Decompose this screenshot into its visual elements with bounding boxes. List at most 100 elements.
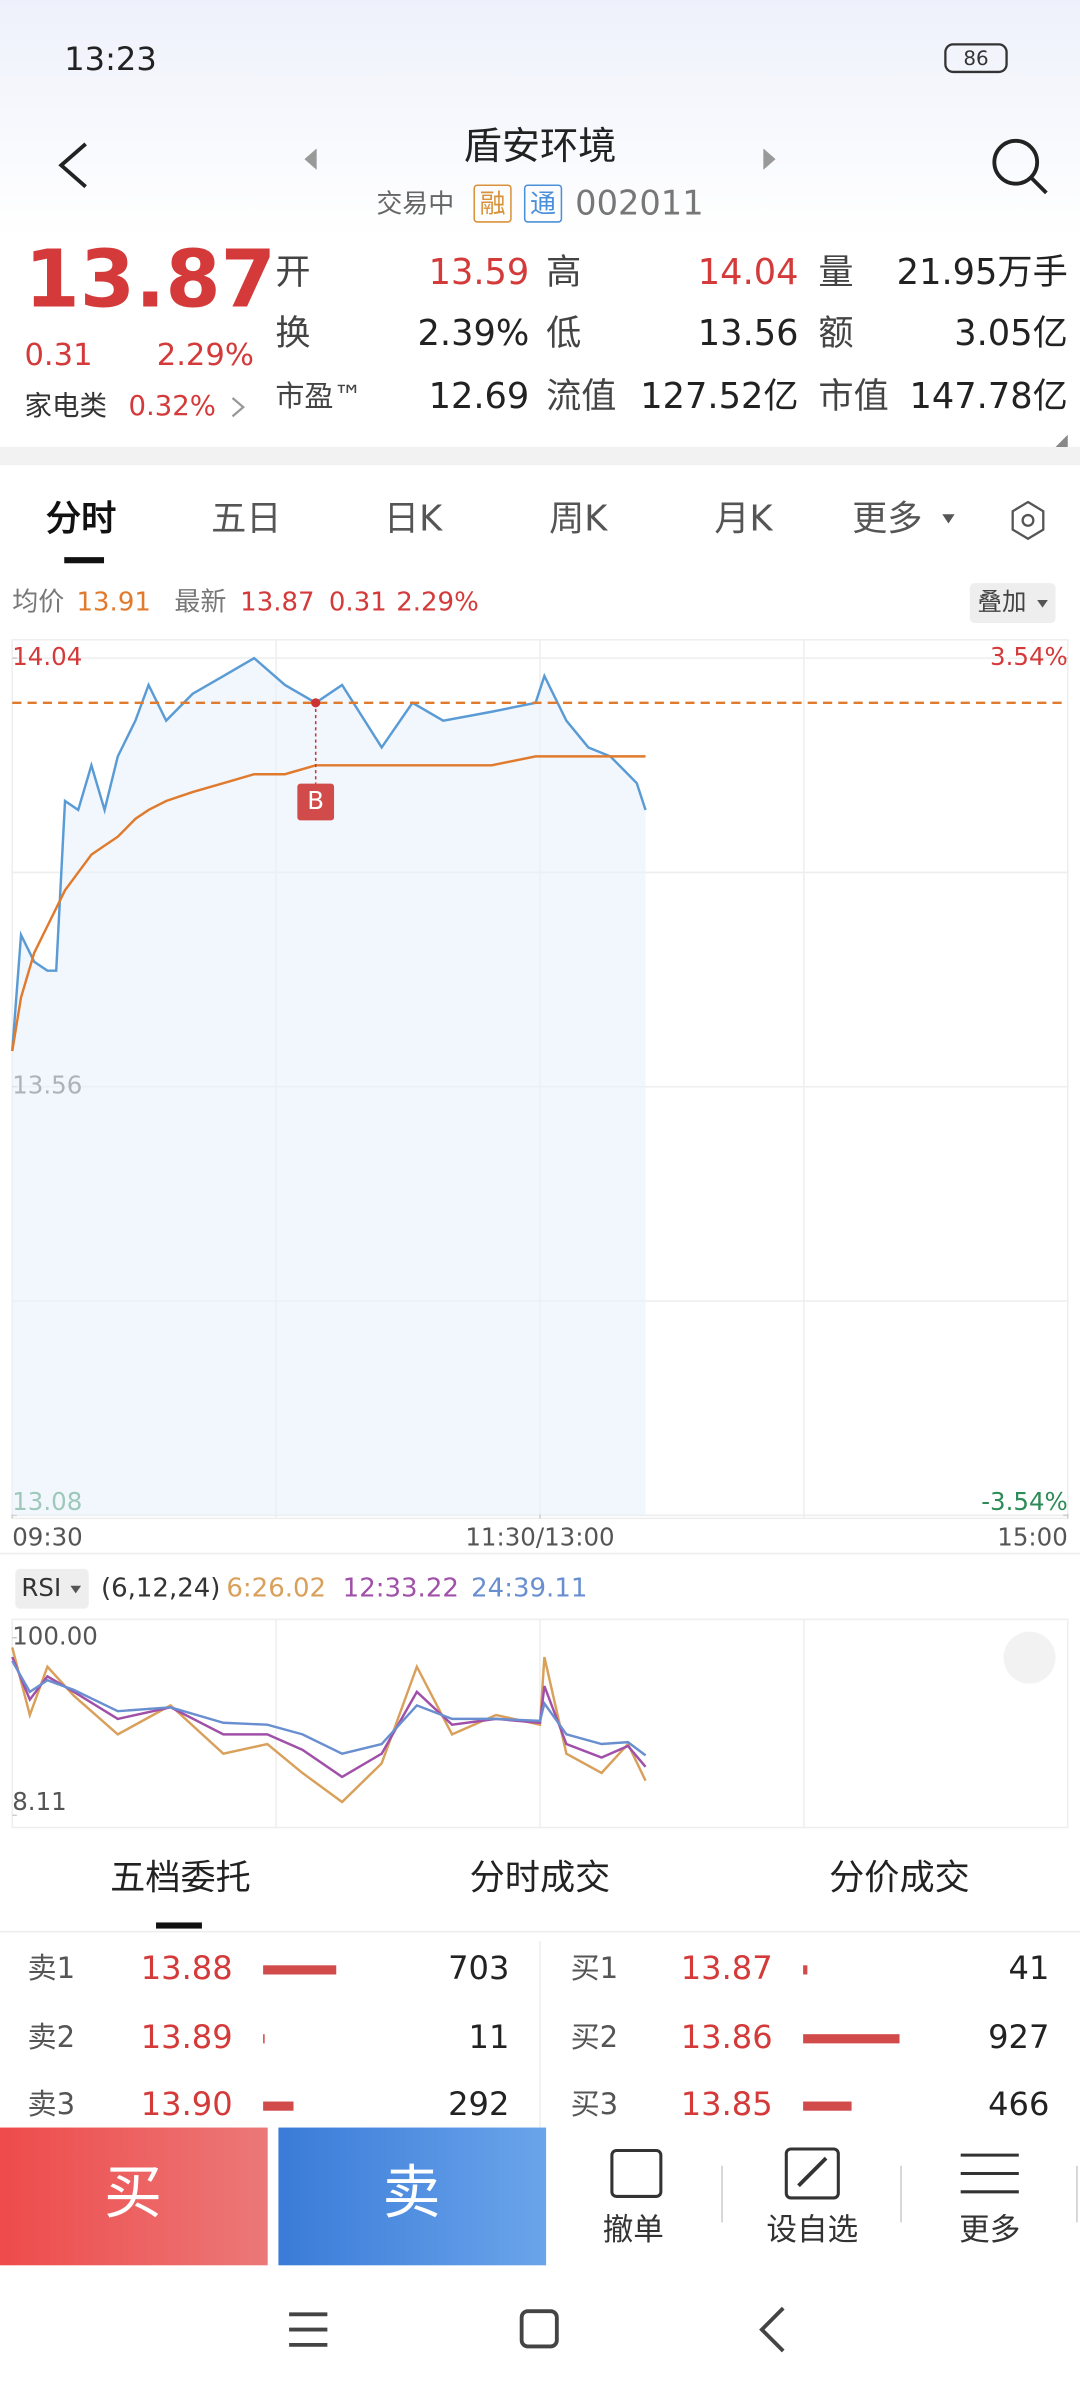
series-line bbox=[11, 755, 646, 1052]
fullscreen-button[interactable] bbox=[1003, 1631, 1056, 1684]
tab[interactable]: 更多 bbox=[852, 498, 922, 539]
watchlist-icon[interactable] bbox=[784, 2147, 840, 2200]
y2-tick-label: -3.54% bbox=[981, 1487, 1068, 1516]
field-label: 换 bbox=[275, 313, 310, 354]
sector-arrow[interactable] bbox=[231, 397, 245, 418]
sell-label[interactable]: 卖 bbox=[382, 2159, 440, 2227]
volume-bar bbox=[263, 1965, 337, 1975]
sell-button[interactable] bbox=[278, 2127, 547, 2266]
y-tick-label: 14.04 bbox=[12, 642, 82, 671]
stock-name: 盾安环境 bbox=[464, 124, 617, 169]
marker-dot bbox=[311, 698, 321, 708]
x-tick-label: 11:30/13:00 bbox=[465, 1522, 614, 1551]
book-label: 卖2 bbox=[28, 2020, 76, 2054]
field-value: 147.78亿 bbox=[909, 376, 1067, 417]
legend-value: 13.91 bbox=[76, 588, 150, 618]
orderbook-tab[interactable]: 分时成交 bbox=[470, 1858, 611, 1899]
field-label: 流值 bbox=[546, 376, 616, 417]
y-tick-label: 8.11 bbox=[12, 1787, 66, 1816]
volume-bar bbox=[803, 2034, 900, 2044]
toolbar-dividers bbox=[721, 2165, 1078, 2223]
change: 0.31 bbox=[24, 338, 92, 373]
tool-label[interactable]: 更多 bbox=[959, 2213, 1020, 2248]
badge bbox=[473, 184, 512, 223]
field-label: 市盈™ bbox=[275, 379, 362, 413]
field-value: 21.95万手 bbox=[897, 252, 1068, 293]
stock-code: 002011 bbox=[575, 184, 703, 223]
y2-tick-label: 3.54% bbox=[990, 642, 1068, 671]
indicator-params: (6,12,24) bbox=[101, 1573, 220, 1603]
rsi-line bbox=[11, 1647, 647, 1804]
book-volume: 292 bbox=[448, 2085, 509, 2123]
more-icon[interactable] bbox=[960, 2153, 1019, 2194]
expand-corner[interactable] bbox=[1055, 434, 1068, 447]
indicator-name[interactable]: RSI bbox=[21, 1573, 61, 1602]
book-price: 13.86 bbox=[681, 2018, 773, 2056]
book-label: 买1 bbox=[571, 1951, 619, 1985]
book-volume: 927 bbox=[988, 2018, 1049, 2056]
book-price: 13.85 bbox=[681, 2085, 773, 2123]
field-value: 14.04 bbox=[698, 252, 799, 293]
tab[interactable]: 五日 bbox=[211, 498, 281, 539]
orderbook-tab[interactable]: 五档委托 bbox=[110, 1858, 251, 1899]
prev-stock[interactable] bbox=[304, 148, 317, 170]
separator bbox=[0, 446, 1080, 466]
legend-entry: 24:39.11 bbox=[471, 1573, 587, 1603]
field-label: 低 bbox=[546, 313, 581, 354]
nav-bar bbox=[289, 2306, 785, 2353]
book-volume: 703 bbox=[448, 1949, 509, 1987]
buy-label[interactable]: 买 bbox=[104, 2159, 162, 2227]
legend-value: 2.29% bbox=[396, 588, 479, 618]
book-label: 买2 bbox=[571, 2020, 619, 2054]
field-label: 量 bbox=[818, 252, 853, 293]
volume-bar bbox=[263, 2101, 294, 2111]
badge-text: 融 bbox=[480, 190, 506, 220]
indicator-arrow bbox=[70, 1585, 82, 1594]
back-button[interactable] bbox=[58, 142, 87, 189]
book-label: 买3 bbox=[571, 2087, 619, 2121]
overlay-text[interactable]: 叠加 bbox=[978, 587, 1027, 616]
cancel-icon[interactable] bbox=[610, 2148, 663, 2198]
settings-icon[interactable] bbox=[1011, 500, 1045, 541]
tab[interactable]: 周K bbox=[549, 498, 608, 539]
volume-bar bbox=[803, 2101, 852, 2111]
field-value: 127.52亿 bbox=[640, 376, 798, 417]
series-line bbox=[11, 656, 647, 1052]
field-label: 高 bbox=[546, 252, 581, 293]
book-volume: 466 bbox=[988, 2085, 1049, 2123]
change-pct: 2.29% bbox=[157, 338, 254, 373]
book-price: 13.89 bbox=[141, 2018, 233, 2056]
legend-entry: 12:33.22 bbox=[343, 1573, 459, 1603]
tab[interactable]: 月K bbox=[714, 498, 773, 539]
marker-badge[interactable] bbox=[297, 783, 335, 821]
buy-button[interactable] bbox=[0, 2127, 268, 2266]
field-value: 13.59 bbox=[429, 252, 530, 293]
field-label: 市值 bbox=[818, 376, 888, 417]
tab[interactable]: 日K bbox=[384, 498, 443, 539]
status-time: 13:23 bbox=[64, 40, 157, 78]
tool-label[interactable]: 撤单 bbox=[603, 2213, 664, 2248]
legend-entry: 6:26.02 bbox=[226, 1573, 326, 1603]
sector-pct: 0.32% bbox=[128, 390, 215, 422]
marker-label: B bbox=[307, 786, 324, 815]
book-label: 卖3 bbox=[28, 2087, 76, 2121]
orderbook-underline bbox=[156, 1922, 202, 1929]
more-dropdown bbox=[942, 514, 955, 524]
watchlist-pen bbox=[797, 2156, 828, 2188]
book-price: 13.90 bbox=[141, 2085, 233, 2123]
next-stock[interactable] bbox=[763, 148, 776, 170]
field-value: 2.39% bbox=[418, 313, 530, 354]
tab[interactable]: 分时 bbox=[46, 498, 116, 539]
book-price: 13.87 bbox=[681, 1949, 773, 1987]
overlay-arrow bbox=[1037, 600, 1048, 608]
battery-level: 86 bbox=[963, 47, 988, 70]
sector[interactable]: 家电类 bbox=[24, 390, 107, 422]
search-button[interactable] bbox=[992, 138, 1040, 186]
tool-label[interactable]: 设自选 bbox=[766, 2213, 858, 2248]
x-tick-label: 09:30 bbox=[12, 1522, 82, 1551]
overlay-button[interactable] bbox=[969, 583, 1056, 623]
indicator-button[interactable] bbox=[15, 1568, 89, 1609]
orderbook-tab[interactable]: 分价成交 bbox=[829, 1858, 970, 1899]
